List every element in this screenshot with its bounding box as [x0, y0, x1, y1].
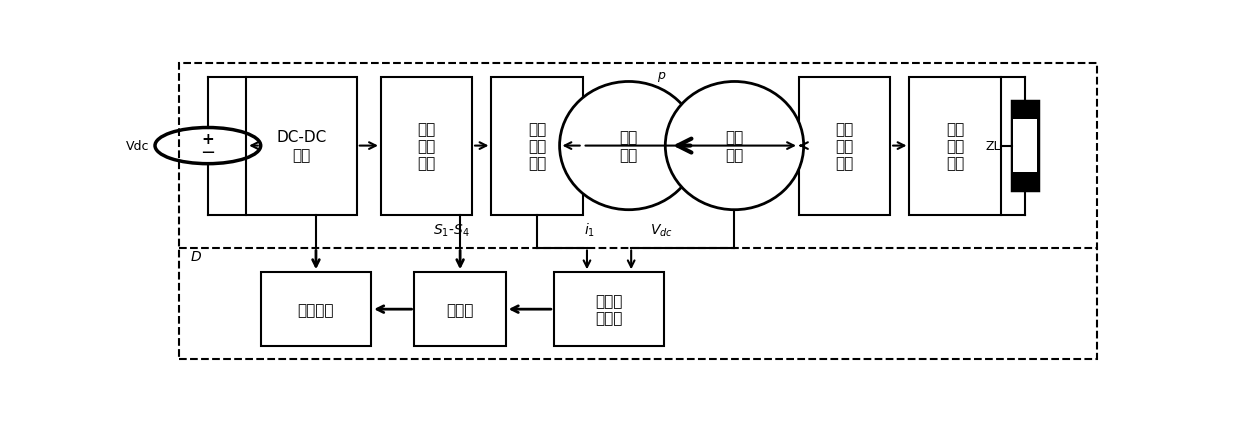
FancyBboxPatch shape	[491, 78, 583, 215]
Text: $i_1$: $i_1$	[584, 221, 595, 238]
Text: DC-DC
电路: DC-DC 电路	[277, 130, 326, 162]
Text: 采样调
理电路: 采样调 理电路	[595, 293, 622, 325]
FancyBboxPatch shape	[799, 78, 890, 215]
Text: ZL: ZL	[985, 140, 1001, 153]
Ellipse shape	[559, 82, 698, 210]
Text: D: D	[191, 249, 202, 263]
Text: 高频
整流
电路: 高频 整流 电路	[946, 121, 965, 171]
FancyBboxPatch shape	[1013, 120, 1037, 173]
FancyBboxPatch shape	[414, 273, 506, 346]
Text: 原边
线圈: 原边 线圈	[620, 130, 637, 162]
Ellipse shape	[666, 82, 804, 210]
Text: p: p	[656, 69, 665, 82]
Text: 谐振
补偿
电路: 谐振 补偿 电路	[836, 121, 853, 171]
FancyBboxPatch shape	[554, 273, 665, 346]
Text: +: +	[201, 132, 215, 147]
FancyBboxPatch shape	[247, 78, 357, 215]
Text: 高频
逆变
电路: 高频 逆变 电路	[418, 121, 435, 171]
Text: $V_{dc}$: $V_{dc}$	[650, 222, 673, 238]
FancyBboxPatch shape	[1012, 102, 1038, 190]
Text: Vdc: Vdc	[126, 140, 150, 153]
Text: 副边
线圈: 副边 线圈	[725, 130, 744, 162]
FancyBboxPatch shape	[909, 78, 1001, 215]
Text: 控制器: 控制器	[446, 302, 474, 317]
FancyBboxPatch shape	[381, 78, 472, 215]
Text: −: −	[201, 144, 216, 161]
Text: 谐振
补偿
电路: 谐振 补偿 电路	[528, 121, 546, 171]
FancyBboxPatch shape	[260, 273, 371, 346]
Text: 驱动电路: 驱动电路	[298, 302, 335, 317]
Text: $S_1$-$S_4$: $S_1$-$S_4$	[433, 222, 470, 238]
